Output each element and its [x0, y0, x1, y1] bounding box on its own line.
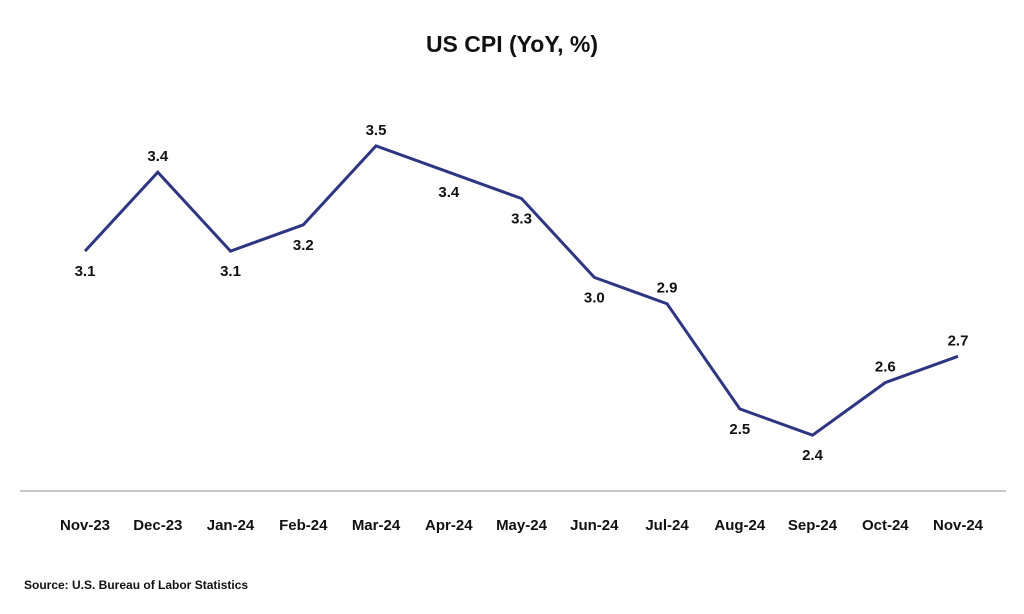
x-tick-label: May-24: [496, 517, 548, 534]
x-tick-label: Jun-24: [570, 517, 619, 534]
x-tick-label: Nov-24: [933, 517, 984, 534]
x-tick-label: Sep-24: [788, 517, 838, 534]
cpi-series-line: [83, 144, 959, 437]
x-tick-label: Jul-24: [645, 517, 689, 534]
data-label: 2.6: [875, 359, 896, 376]
x-tick-label: Nov-23: [60, 517, 110, 534]
x-tick-label: Oct-24: [862, 517, 909, 534]
x-tick-label: Dec-23: [133, 517, 182, 534]
data-label: 2.7: [948, 332, 969, 349]
x-tick-label: Feb-24: [279, 517, 328, 534]
source-note: Source: U.S. Bureau of Labor Statistics: [24, 578, 248, 592]
data-label: 3.0: [584, 289, 605, 306]
data-label: 3.2: [293, 237, 314, 254]
data-label: 3.5: [366, 122, 387, 139]
x-tick-label: Jan-24: [207, 517, 255, 534]
data-label: 3.4: [147, 148, 169, 165]
data-label: 3.3: [511, 211, 532, 228]
data-label: 2.5: [729, 421, 750, 438]
x-tick-label: Aug-24: [714, 517, 765, 534]
data-label: 3.1: [220, 263, 241, 280]
data-label: 2.9: [657, 280, 678, 297]
data-label: 2.4: [802, 447, 824, 464]
data-label: 3.1: [75, 263, 96, 280]
data-labels: 3.1 3.4 3.1 3.2 3.5 3.4 3.3 3.0 2.9 2.5 2.4 2.6 2.7: [75, 122, 969, 464]
data-label: 3.4: [438, 184, 460, 201]
chart-title: US CPI (YoY, %): [426, 31, 598, 57]
x-tick-label: Apr-24: [425, 517, 473, 534]
x-tick-labels: Nov-23 Dec-23 Jan-24 Feb-24 Mar-24 Apr-24 May-…: [60, 517, 984, 534]
x-tick-label: Mar-24: [352, 517, 401, 534]
series-layer: [83, 144, 959, 437]
